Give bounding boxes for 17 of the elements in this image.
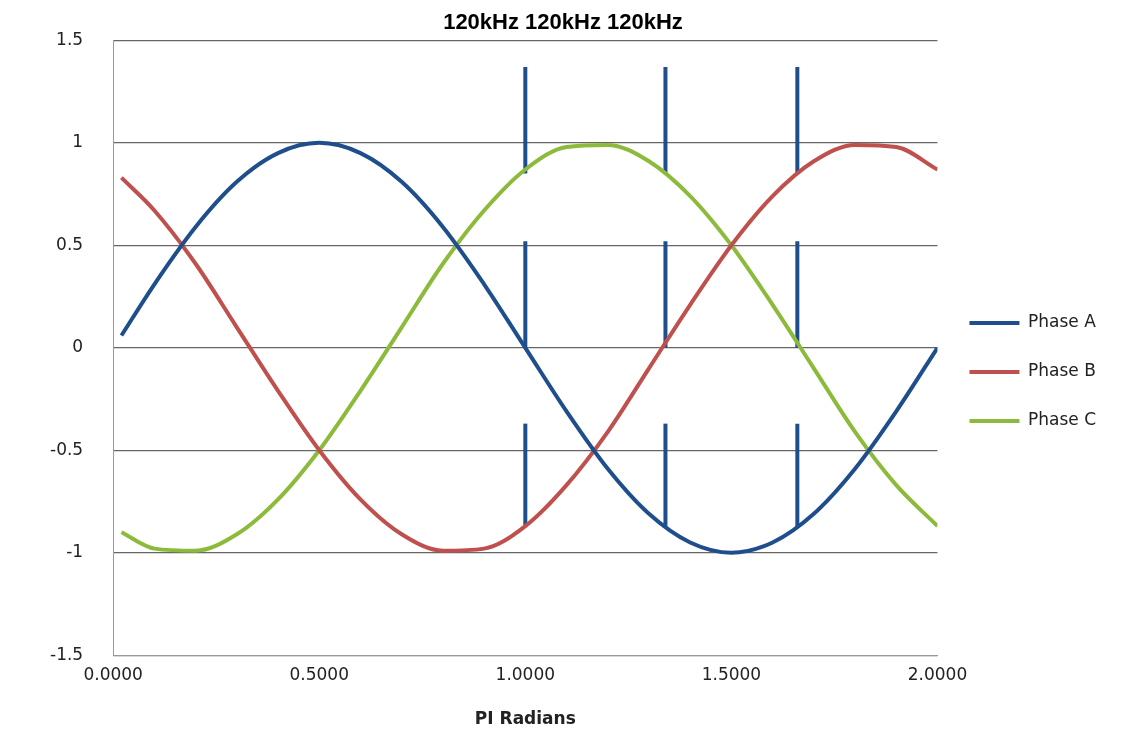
x-tick-label: 1.0000: [495, 663, 556, 684]
legend-label: Phase B: [1027, 360, 1096, 381]
y-tick-label: -0.5: [50, 438, 84, 459]
x-tick-label: 1.5000: [701, 663, 762, 684]
y-tick-label: 1: [72, 131, 84, 152]
y-tick-label: -1: [66, 541, 84, 562]
x-tick-label: 0.0000: [83, 663, 143, 684]
x-tick-label: 2.0000: [907, 663, 968, 684]
y-tick-label: -1.5: [50, 643, 84, 664]
legend-label: Phase A: [1027, 311, 1097, 332]
y-tick-label: 1.5: [56, 28, 84, 49]
legend-label: Phase C: [1027, 409, 1097, 430]
chart-title: 120kHz 120kHz 120kHz: [443, 9, 683, 35]
y-tick-label: 0.5: [56, 233, 84, 254]
x-tick-label: 0.5000: [289, 663, 349, 684]
x-axis-title: PI Radians: [474, 708, 576, 729]
y-tick-label: 0: [72, 336, 84, 357]
